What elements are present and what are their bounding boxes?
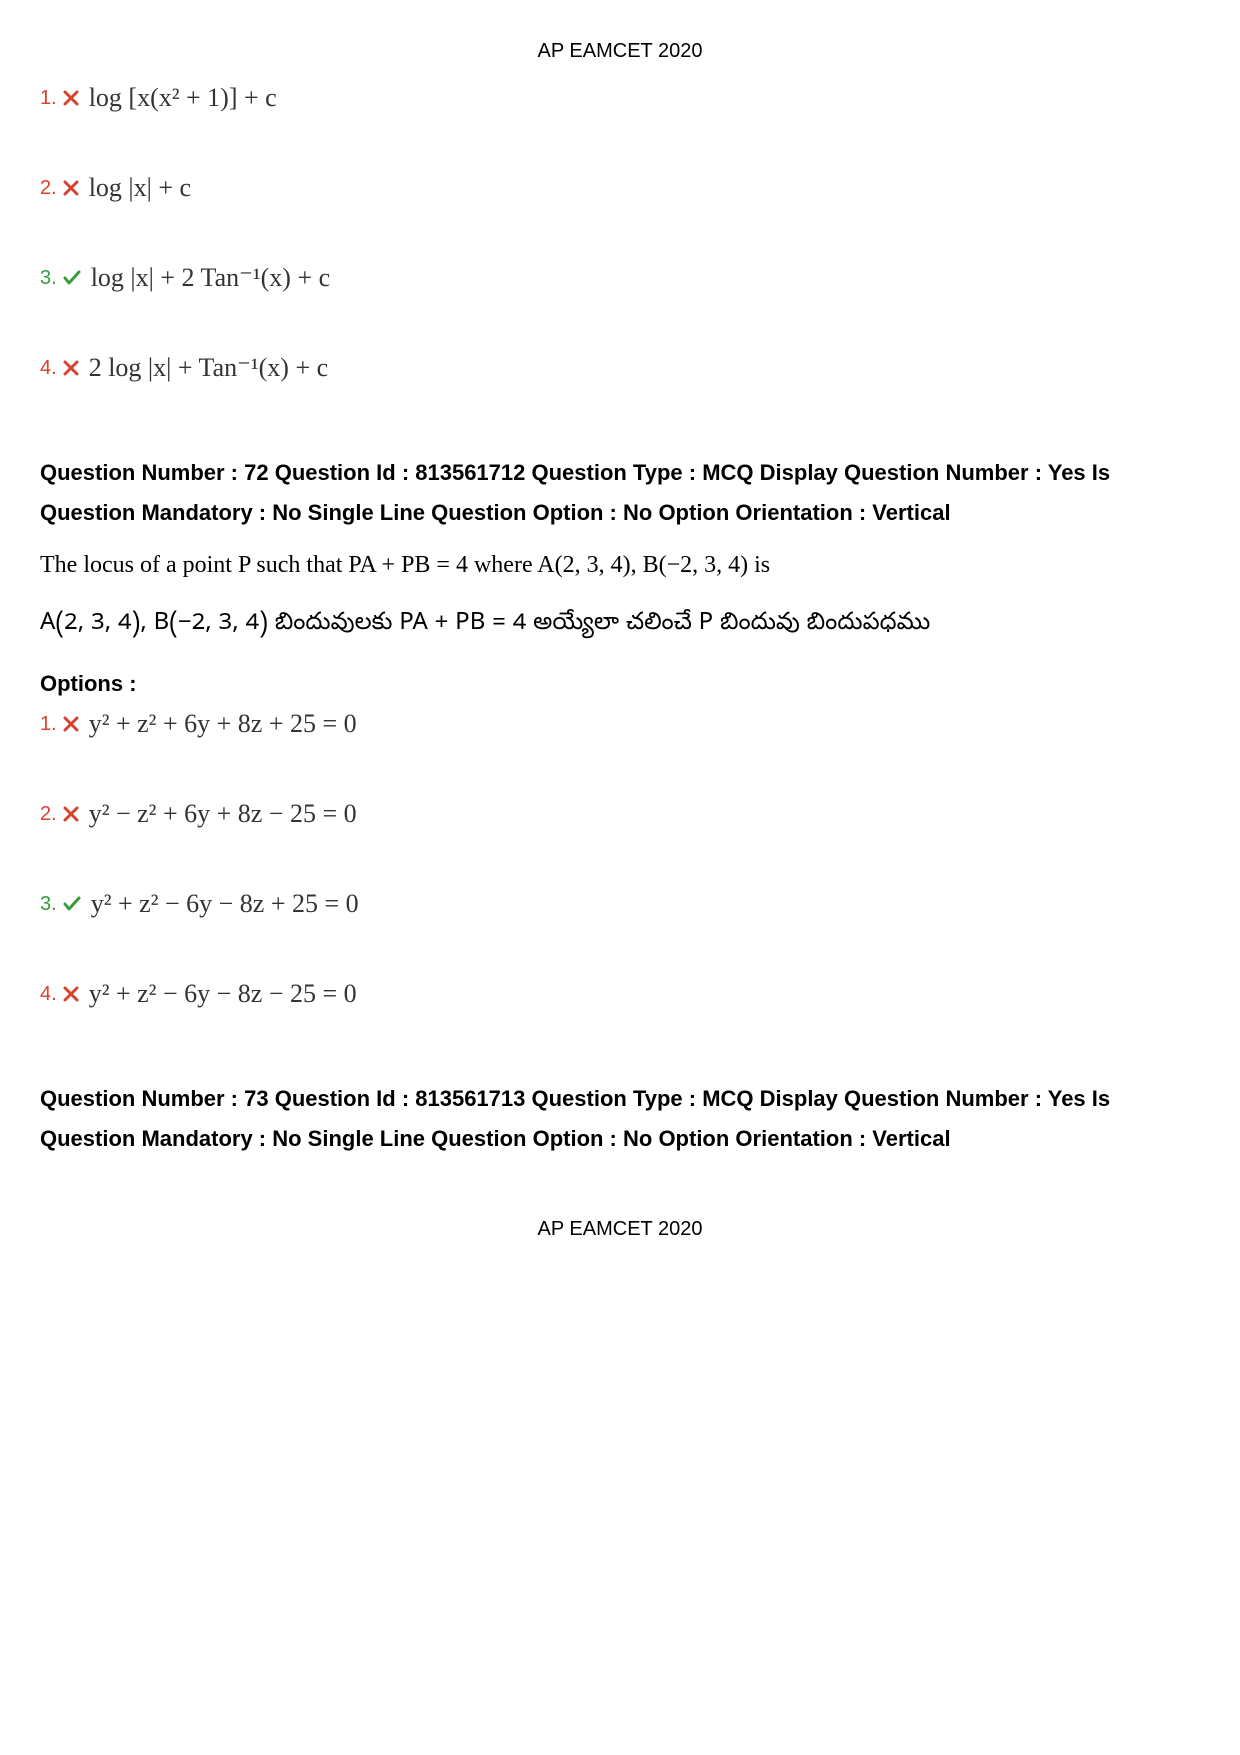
check-icon: [63, 896, 81, 912]
check-icon: [63, 270, 81, 286]
option-text: y² − z² + 6y + 8z − 25 = 0: [89, 799, 357, 829]
question-72-meta: Question Number : 72 Question Id : 81356…: [40, 453, 1200, 532]
options-label: Options :: [40, 671, 1200, 697]
option-row: 1. log [x(x² + 1)] + c: [40, 83, 1200, 113]
cross-icon: [63, 90, 79, 106]
option-row: 4. 2 log |x| + Tan⁻¹(x) + c: [40, 353, 1200, 383]
option-row: 1. y² + z² + 6y + 8z + 25 = 0: [40, 709, 1200, 739]
option-text: 2 log |x| + Tan⁻¹(x) + c: [89, 353, 328, 383]
option-row: 2. y² − z² + 6y + 8z − 25 = 0: [40, 799, 1200, 829]
option-row: 4. y² + z² − 6y − 8z − 25 = 0: [40, 979, 1200, 1009]
cross-icon: [63, 360, 79, 376]
option-number: 4.: [40, 983, 57, 1006]
cross-icon: [63, 986, 79, 1002]
option-row: 3. log |x| + 2 Tan⁻¹(x) + c: [40, 263, 1200, 293]
cross-icon: [63, 180, 79, 196]
option-number: 1.: [40, 713, 57, 736]
option-number: 2.: [40, 177, 57, 200]
option-number: 1.: [40, 87, 57, 110]
option-text: y² + z² − 6y − 8z + 25 = 0: [91, 889, 359, 919]
option-text: log |x| + 2 Tan⁻¹(x) + c: [91, 263, 330, 293]
question-72-options: 1. y² + z² + 6y + 8z + 25 = 0 2. y² − z²…: [40, 709, 1200, 1009]
option-text: log |x| + c: [89, 173, 191, 203]
question-72-text-english: The locus of a point P such that PA + PB…: [40, 547, 1200, 583]
option-row: 3. y² + z² − 6y − 8z + 25 = 0: [40, 889, 1200, 919]
cross-icon: [63, 716, 79, 732]
option-text: log [x(x² + 1)] + c: [89, 83, 277, 113]
option-text: y² + z² + 6y + 8z + 25 = 0: [89, 709, 357, 739]
option-number: 4.: [40, 357, 57, 380]
cross-icon: [63, 806, 79, 822]
prev-question-options: 1. log [x(x² + 1)] + c 2. log |x| + c 3.…: [40, 83, 1200, 383]
option-number: 3.: [40, 893, 57, 916]
question-73-meta: Question Number : 73 Question Id : 81356…: [40, 1079, 1200, 1158]
option-number: 2.: [40, 803, 57, 826]
option-number: 3.: [40, 267, 57, 290]
option-text: y² + z² − 6y − 8z − 25 = 0: [89, 979, 357, 1009]
option-row: 2. log |x| + c: [40, 173, 1200, 203]
question-72-text-telugu: A(2, 3, 4), B(−2, 3, 4) బిందువులకు PA + …: [40, 608, 1200, 641]
page-footer: AP EAMCET 2020: [40, 1218, 1200, 1241]
page-header: AP EAMCET 2020: [40, 40, 1200, 63]
